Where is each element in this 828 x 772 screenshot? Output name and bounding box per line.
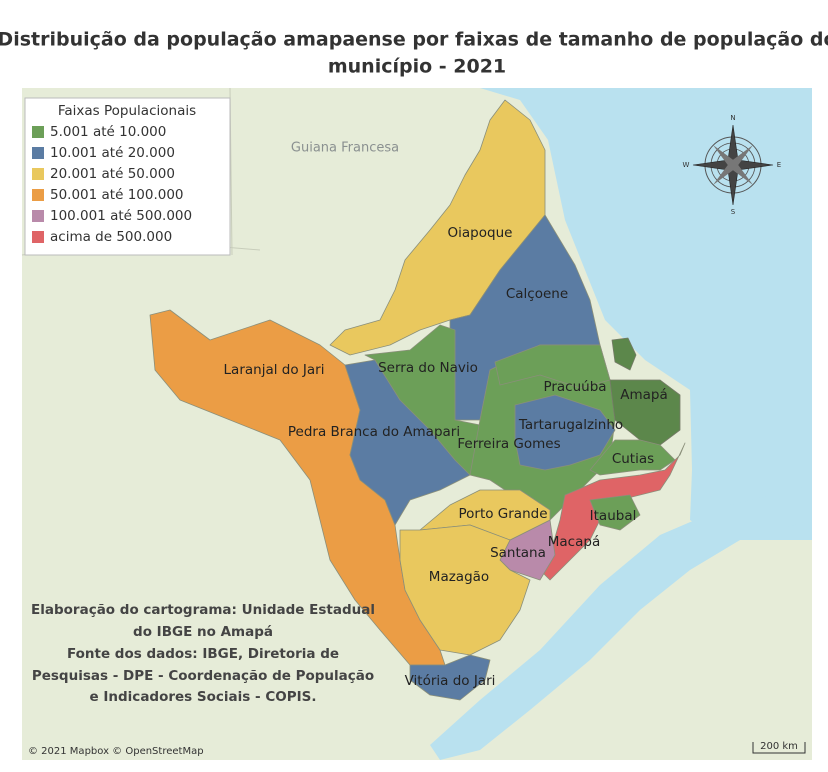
note-line: Pesquisas - DPE - Coordenação de Populaç… bbox=[32, 668, 374, 684]
legend-swatch bbox=[32, 231, 44, 243]
compass: N E S W bbox=[683, 114, 782, 216]
area bbox=[514, 394, 616, 471]
municipality-label: Cutias bbox=[612, 451, 654, 467]
legend-title: Faixas Populacionais bbox=[58, 103, 196, 119]
municipality-label: Pedra Branca do Amapari bbox=[288, 424, 460, 440]
municipality-label: Vitória do Jari bbox=[405, 673, 496, 689]
legend: Faixas Populacionais 5.001 até 10.000 10.… bbox=[24, 97, 231, 256]
compass-label: E bbox=[777, 161, 781, 169]
legend-swatch bbox=[32, 168, 44, 180]
area bbox=[494, 344, 611, 389]
legend-label: 5.001 até 10.000 bbox=[50, 124, 166, 140]
region-label: Guiana Francesa bbox=[291, 141, 399, 156]
compass-label: N bbox=[730, 114, 735, 122]
municipalities bbox=[149, 99, 686, 701]
map: Guiana Francesa bbox=[21, 87, 812, 760]
municipality-label: Mazagão bbox=[429, 569, 489, 585]
municipality-label: Pracuúba bbox=[543, 379, 606, 395]
municipality-label: Macapá bbox=[548, 534, 600, 550]
legend-label: 100.001 até 500.000 bbox=[50, 208, 192, 224]
area bbox=[589, 439, 676, 476]
area bbox=[589, 494, 641, 531]
area bbox=[409, 654, 491, 701]
municipality-label: Oiapoque bbox=[448, 225, 513, 241]
legend-label: 20.001 até 50.000 bbox=[50, 166, 175, 182]
municipality-label: Tartarugalzinho bbox=[518, 417, 623, 433]
area bbox=[399, 524, 531, 656]
note-line: do IBGE no Amapá bbox=[133, 624, 273, 640]
scale-label: 200 km bbox=[760, 741, 798, 752]
note-line: Fonte dos dados: IBGE, Diretoria de bbox=[67, 646, 339, 662]
title-line: Distribuição da população amapaense por … bbox=[0, 29, 828, 51]
legend-swatch bbox=[32, 147, 44, 159]
municipality-label: Itaubal bbox=[590, 508, 637, 524]
note-line: Elaboração do cartograma: Unidade Estadu… bbox=[31, 602, 375, 618]
scale-bar bbox=[752, 742, 806, 754]
legend-box bbox=[24, 97, 231, 256]
municipality-label: Porto Grande bbox=[458, 506, 547, 522]
municipality-label: Ferreira Gomes bbox=[457, 436, 560, 452]
title-line: município - 2021 bbox=[328, 56, 506, 78]
municipality-label: Laranjal do Jari bbox=[224, 362, 325, 378]
attribution: © 2021 Mapbox © OpenStreetMap bbox=[28, 746, 204, 757]
legend-swatch bbox=[32, 189, 44, 201]
legend-swatch bbox=[32, 210, 44, 222]
municipality-label: Serra do Navio bbox=[378, 360, 478, 376]
municipality-label: Santana bbox=[490, 545, 546, 561]
legend-label: 10.001 até 20.000 bbox=[50, 145, 175, 161]
notes: Elaboração do cartograma: Unidade Estadu… bbox=[31, 602, 375, 705]
legend-swatch bbox=[32, 126, 44, 138]
compass-label: S bbox=[731, 208, 736, 216]
ocean bbox=[480, 88, 812, 540]
legend-label: acima de 500.000 bbox=[50, 229, 172, 245]
municipality-label: Calçoene bbox=[506, 286, 568, 302]
note-line: e Indicadores Sociais - COPIS. bbox=[90, 689, 317, 705]
river bbox=[430, 485, 812, 760]
legend-label: 50.001 até 100.000 bbox=[50, 187, 184, 203]
compass-label: W bbox=[683, 161, 690, 169]
municipality-labels: Oiapoque Calçoene Laranjal do Jari Serra… bbox=[224, 225, 668, 689]
municipality-label: Amapá bbox=[620, 387, 668, 403]
area bbox=[609, 337, 681, 446]
compass-star bbox=[713, 145, 753, 185]
